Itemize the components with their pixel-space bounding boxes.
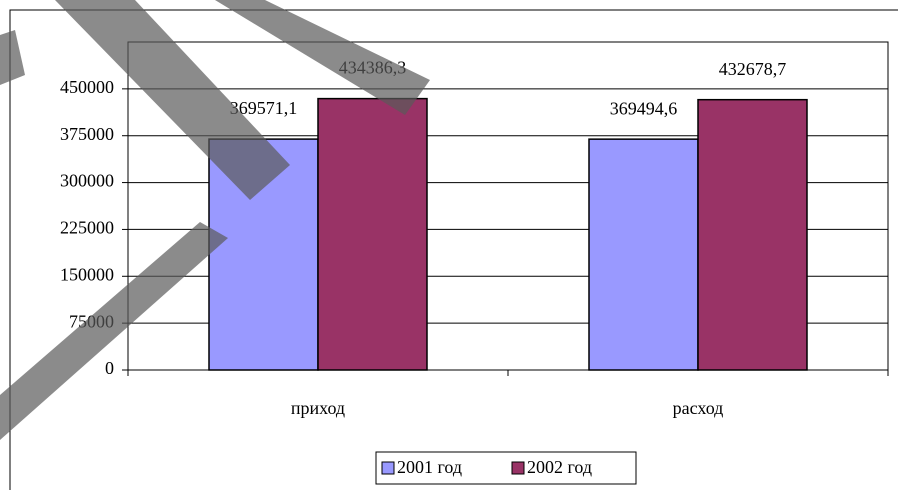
legend-box — [375, 451, 637, 485]
bar — [697, 98, 808, 371]
legend: 2001 год 2002 год — [375, 451, 637, 485]
value-label: 369571,1 — [230, 98, 298, 118]
value-label: 369494,6 — [610, 98, 678, 118]
watermark-stripe — [55, 0, 290, 200]
plot-area: 075000150000225000300000375000450000прих… — [60, 41, 889, 418]
y-tick-label: 450000 — [60, 77, 114, 97]
watermark-stripe — [0, 30, 25, 85]
y-tick-label: 300000 — [60, 171, 114, 191]
x-tick-label: расход — [673, 398, 724, 418]
value-label: 432678,7 — [719, 59, 787, 79]
y-tick-label: 0 — [105, 358, 114, 378]
bar — [588, 138, 699, 371]
legend-label: 2001 год — [397, 457, 462, 477]
watermark-stripe — [0, 222, 228, 440]
x-tick-label: приход — [291, 398, 345, 418]
legend-swatch — [381, 461, 395, 475]
legend-label: 2002 год — [527, 457, 592, 477]
y-tick-label: 225000 — [60, 218, 114, 238]
watermark-stripe — [215, 0, 430, 115]
y-tick-label: 375000 — [60, 124, 114, 144]
y-tick-label: 150000 — [60, 264, 114, 284]
bar — [317, 97, 428, 371]
legend-swatch — [511, 461, 525, 475]
watermark — [0, 0, 430, 440]
